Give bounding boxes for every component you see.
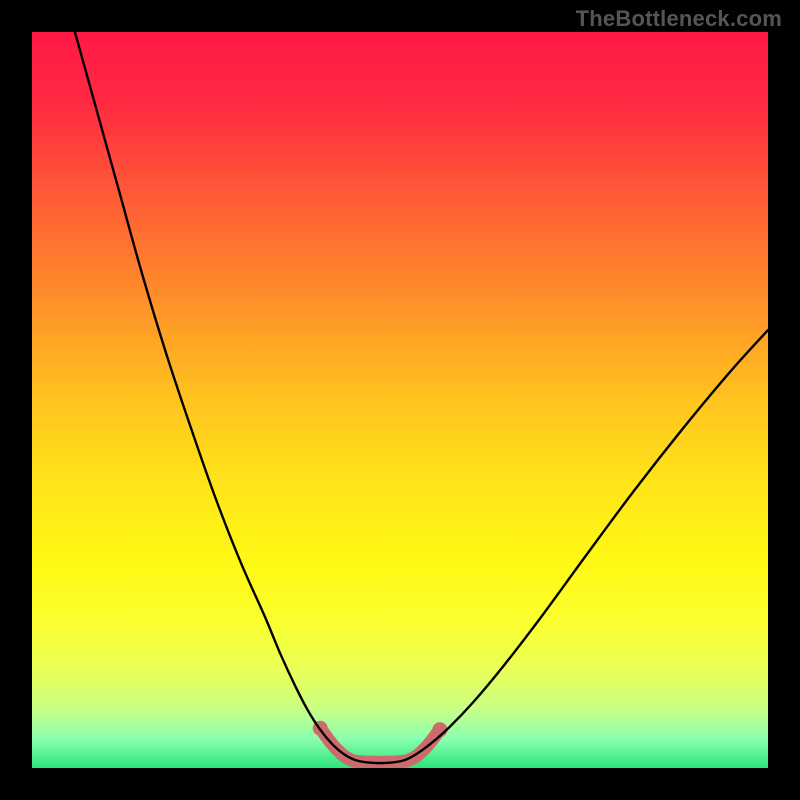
gradient-background (32, 32, 768, 768)
bottleneck-curve-chart (32, 32, 768, 768)
chart-frame: TheBottleneck.com (0, 0, 800, 800)
watermark-text: TheBottleneck.com (576, 6, 782, 32)
